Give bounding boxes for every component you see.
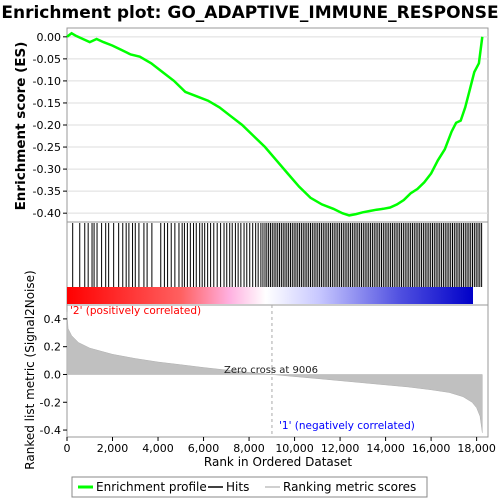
x-tick-label: 12,000	[321, 442, 360, 455]
chart-title: Enrichment plot: GO_ADAPTIVE_IMMUNE_RESP…	[1, 3, 498, 23]
negative-correlated-label: '1' (negatively correlated)	[279, 420, 415, 432]
metric-y-tick-label: -0.2	[40, 396, 61, 409]
x-tick-label: 2,000	[97, 442, 129, 455]
metric-y-tick-label: 0.4	[44, 313, 62, 326]
x-tick-label: 4,000	[142, 442, 174, 455]
metric-y-tick-label: 0.0	[44, 368, 62, 381]
legend: Enrichment profile Hits Ranking metric s…	[72, 477, 427, 497]
es-panel: 0.00 -0.05 -0.10 -0.15 -0.20 -0.25 -0.30 -0.35 -…	[13, 28, 488, 222]
metric-y-axis-ticks: 0.4 0.2 0.0 -0.2 -0.4	[40, 313, 67, 437]
x-tick-label: 0	[64, 442, 71, 455]
es-y-tick-label: -0.40	[33, 207, 61, 220]
legend-metric-label: Ranking metric scores	[283, 480, 416, 494]
es-y-tick-label: -0.05	[33, 53, 61, 66]
legend-enrichment-label: Enrichment profile	[96, 480, 207, 494]
hits-panel	[67, 222, 488, 305]
rank-color-bar	[67, 287, 473, 304]
es-y-axis-ticks: 0.00 -0.05 -0.10 -0.15 -0.20 -0.25 -0.30 -0.35 -…	[33, 31, 67, 220]
x-axis-ticks: 0 2,000 4,000 6,000 8,000 10,000 12,000 14,000 1…	[64, 437, 496, 455]
metric-y-tick-label: -0.4	[40, 424, 61, 437]
metric-y-axis-label: Ranked list metric (Signal2Noise)	[23, 270, 37, 469]
es-y-tick-label: -0.10	[33, 75, 61, 88]
es-y-tick-label: 0.00	[37, 31, 62, 44]
x-axis-label: Rank in Ordered Dataset	[204, 455, 352, 469]
legend-hits-label: Hits	[226, 480, 249, 494]
positive-correlated-label: '2' (positively correlated)	[70, 305, 201, 317]
x-tick-label: 10,000	[275, 442, 314, 455]
x-tick-label: 16,000	[412, 442, 451, 455]
es-y-tick-label: -0.15	[33, 97, 61, 110]
x-tick-label: 18,000	[457, 442, 496, 455]
zero-cross-label: Zero cross at 9006	[224, 365, 318, 376]
es-y-tick-label: -0.35	[33, 185, 61, 198]
x-tick-label: 6,000	[188, 442, 220, 455]
metric-y-tick-label: 0.2	[44, 341, 62, 354]
es-y-axis-label: Enrichment score (ES)	[13, 42, 29, 211]
x-tick-label: 14,000	[366, 442, 405, 455]
es-y-tick-label: -0.30	[33, 163, 61, 176]
x-tick-label: 8,000	[233, 442, 265, 455]
es-y-tick-label: -0.20	[33, 119, 61, 132]
es-y-tick-label: -0.25	[33, 141, 61, 154]
